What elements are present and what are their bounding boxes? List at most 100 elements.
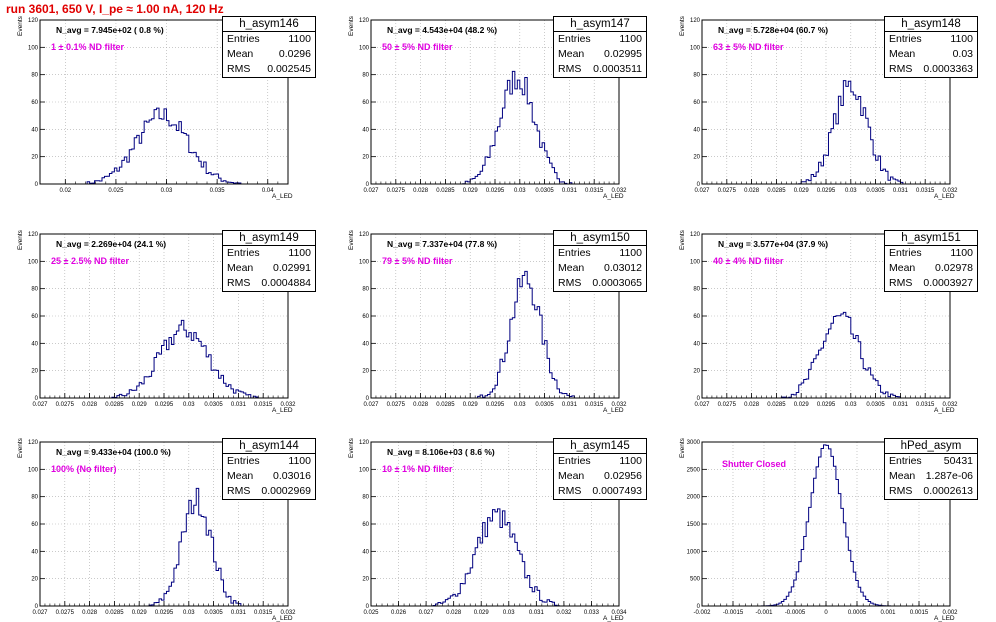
x-tick-label: 0.029 xyxy=(132,610,148,616)
x-tick-label: 0.032 xyxy=(942,188,958,194)
stats-value: 1100 xyxy=(288,247,311,259)
y-tick-label: 0 xyxy=(35,604,39,610)
x-tick-label: 0.031 xyxy=(562,402,578,408)
stats-row-mean: Mean 0.02991 xyxy=(223,261,315,276)
stats-row-mean: Mean 0.02978 xyxy=(885,261,977,276)
filter-label: 50 ± 5% ND filter xyxy=(382,42,453,52)
stats-box: hPed_asym Entries 50431 Mean 1.287e-06 RMS 0.0… xyxy=(884,438,978,500)
x-axis-title: A_LED xyxy=(603,407,624,414)
x-tick-label: 0.0315 xyxy=(585,402,604,408)
y-tick-label: 100 xyxy=(359,259,370,265)
x-tick-label: 0.027 xyxy=(363,402,379,408)
stats-key: RMS xyxy=(227,485,251,497)
x-tick-label: 0.04 xyxy=(262,188,274,194)
x-axis-title: A_LED xyxy=(603,615,624,622)
y-tick-label: 60 xyxy=(31,522,38,528)
y-tick-label: 60 xyxy=(362,522,369,528)
y-tick-label: 100 xyxy=(28,467,39,473)
y-tick-label: 80 xyxy=(693,73,700,79)
y-tick-label: 80 xyxy=(693,287,700,293)
x-tick-label: 0.03 xyxy=(503,610,515,616)
x-tick-label: 0.027 xyxy=(694,402,710,408)
x-tick-label: 0.0005 xyxy=(848,610,867,616)
stats-box: h_asym147 Entries 1100 Mean 0.02995 RMS 0.0003… xyxy=(553,16,647,78)
histogram-name: h_asym151 xyxy=(885,231,977,246)
x-tick-label: 0.031 xyxy=(893,402,909,408)
y-axis-title: Events xyxy=(679,438,686,458)
y-tick-label: 40 xyxy=(362,549,369,555)
x-tick-label: 0.02 xyxy=(59,188,71,194)
stats-row-rms: RMS 0.0007493 xyxy=(554,484,646,499)
x-tick-label: 0.031 xyxy=(231,610,247,616)
stats-value: 1100 xyxy=(950,247,973,259)
filter-label: 25 ± 2.5% ND filter xyxy=(51,256,129,266)
stats-row-entries: Entries 50431 xyxy=(885,454,977,469)
x-tick-label: 0.0315 xyxy=(916,188,935,194)
x-tick-label: 0.033 xyxy=(584,610,600,616)
page-title: run 3601, 650 V, I_pe ≈ 1.00 nA, 120 Hz xyxy=(6,2,224,16)
y-tick-label: 60 xyxy=(362,100,369,106)
x-tick-label: 0.035 xyxy=(210,188,226,194)
stats-row-rms: RMS 0.002545 xyxy=(223,62,315,77)
x-tick-label: 0.0315 xyxy=(254,402,273,408)
x-tick-label: 0.0275 xyxy=(387,402,406,408)
filter-label: 10 ± 1% ND filter xyxy=(382,464,453,474)
stats-value: 1.287e-06 xyxy=(925,470,973,482)
stats-key: RMS xyxy=(558,63,582,75)
x-tick-label: 0.0315 xyxy=(254,610,273,616)
y-tick-label: 100 xyxy=(690,45,701,51)
stats-key: RMS xyxy=(889,485,913,497)
stats-row-entries: Entries 1100 xyxy=(554,32,646,47)
x-tick-label: 0.0305 xyxy=(535,188,554,194)
x-tick-label: -0.002 xyxy=(693,610,711,616)
y-tick-label: 20 xyxy=(693,369,700,375)
y-tick-label: 0 xyxy=(35,396,39,402)
filter-label: 40 ± 4% ND filter xyxy=(713,256,784,266)
n-avg-label: N_avg = 3.577e+04 (37.9 %) xyxy=(718,239,829,249)
stats-key: RMS xyxy=(227,63,251,75)
filter-label: 79 ± 5% ND filter xyxy=(382,256,453,266)
y-axis-title: Events xyxy=(17,438,24,458)
y-tick-label: 120 xyxy=(28,18,39,24)
x-tick-label: 0.032 xyxy=(942,402,958,408)
x-tick-label: 0.03 xyxy=(845,402,857,408)
y-tick-label: 40 xyxy=(693,341,700,347)
stats-value: 1100 xyxy=(619,455,642,467)
stats-value: 0.0007493 xyxy=(592,485,642,497)
y-axis-title: Events xyxy=(348,438,355,458)
stats-box: h_asym145 Entries 1100 Mean 0.02956 RMS 0.0007… xyxy=(553,438,647,500)
x-tick-label: 0.0275 xyxy=(56,402,75,408)
x-tick-label: 0.0285 xyxy=(436,402,455,408)
y-tick-label: 80 xyxy=(362,73,369,79)
stats-key: Mean xyxy=(889,470,916,482)
x-tick-label: 0.025 xyxy=(363,610,379,616)
stats-row-rms: RMS 0.0003363 xyxy=(885,62,977,77)
stats-value: 0.0003511 xyxy=(593,63,642,75)
x-tick-label: 0.0305 xyxy=(204,610,223,616)
stats-key: Mean xyxy=(889,262,916,274)
histogram-series xyxy=(371,508,619,607)
y-tick-label: 40 xyxy=(31,341,38,347)
stats-row-mean: Mean 0.0296 xyxy=(223,47,315,62)
stats-value: 0.0003363 xyxy=(923,63,973,75)
x-tick-label: 0.032 xyxy=(611,402,627,408)
stats-value: 0.0004884 xyxy=(261,277,311,289)
stats-key: RMS xyxy=(558,485,582,497)
x-tick-label: 0.03 xyxy=(514,402,526,408)
histogram-panel: 0.027 0.0275 0.028 0.0285 0.029 0.0295 0.03 0.0… xyxy=(17,438,316,622)
y-tick-label: 1000 xyxy=(687,549,701,555)
y-tick-label: 40 xyxy=(362,127,369,133)
histogram-plot: 0.027 0.0275 0.028 0.0285 0.029 0.0295 0.03 0.0… xyxy=(28,440,296,616)
x-tick-label: 0.0315 xyxy=(916,402,935,408)
n-avg-label: N_avg = 5.728e+04 (60.7 %) xyxy=(718,25,829,35)
histogram-panel: 0.027 0.0275 0.028 0.0285 0.029 0.0295 0.03 0.0… xyxy=(679,16,978,200)
stats-key: Mean xyxy=(227,262,254,274)
stats-row-entries: Entries 1100 xyxy=(885,246,977,261)
stats-value: 1100 xyxy=(619,247,642,259)
x-tick-label: 0.0305 xyxy=(535,402,554,408)
x-tick-label: 0.0275 xyxy=(387,188,406,194)
y-tick-label: 40 xyxy=(31,549,38,555)
stats-key: RMS xyxy=(558,277,582,289)
x-tick-label: 0.029 xyxy=(474,610,490,616)
stats-value: 1100 xyxy=(619,33,642,45)
